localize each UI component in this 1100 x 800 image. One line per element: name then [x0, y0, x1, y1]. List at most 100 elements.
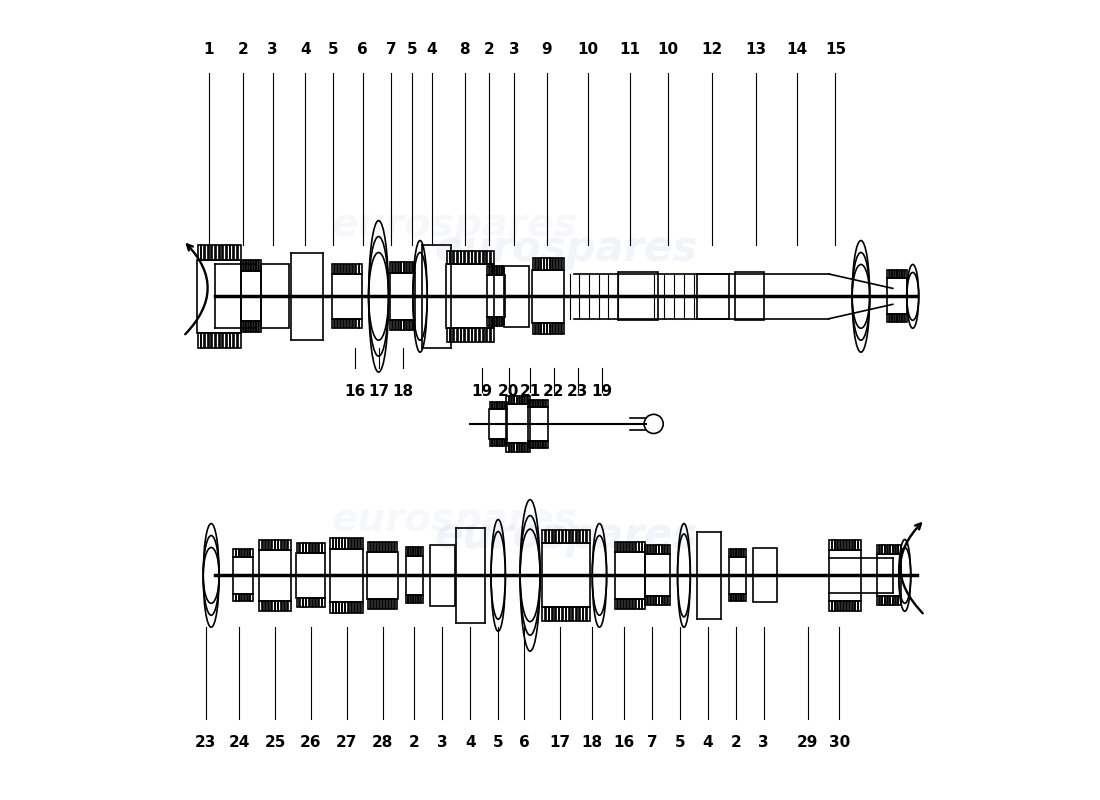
- Bar: [330, 538, 332, 549]
- Bar: [334, 318, 338, 328]
- Bar: [361, 538, 363, 549]
- Bar: [309, 598, 312, 607]
- Text: 3: 3: [267, 42, 278, 57]
- Bar: [506, 443, 508, 452]
- Bar: [258, 322, 261, 332]
- Bar: [620, 599, 624, 610]
- Bar: [833, 601, 835, 611]
- Bar: [389, 542, 392, 552]
- Bar: [383, 542, 385, 552]
- Text: 4: 4: [300, 42, 310, 57]
- Bar: [205, 245, 208, 260]
- Bar: [354, 538, 358, 549]
- Bar: [212, 245, 216, 260]
- Bar: [896, 314, 899, 322]
- Bar: [241, 322, 243, 332]
- Bar: [630, 542, 632, 552]
- Bar: [531, 441, 532, 448]
- Bar: [536, 323, 538, 334]
- Bar: [418, 547, 420, 556]
- Bar: [534, 400, 536, 407]
- Bar: [544, 323, 547, 334]
- Bar: [216, 333, 219, 348]
- Bar: [506, 396, 508, 404]
- Bar: [260, 539, 262, 550]
- Bar: [519, 396, 521, 404]
- Bar: [386, 599, 388, 610]
- Bar: [312, 543, 316, 553]
- Bar: [893, 596, 895, 606]
- Bar: [659, 546, 661, 554]
- Bar: [312, 598, 316, 607]
- Bar: [256, 261, 258, 271]
- Bar: [546, 607, 549, 622]
- Bar: [732, 594, 734, 602]
- Bar: [697, 274, 729, 318]
- Bar: [549, 607, 552, 622]
- Bar: [531, 400, 532, 407]
- Bar: [886, 546, 888, 554]
- Bar: [553, 258, 556, 270]
- Bar: [484, 329, 486, 342]
- Text: 3: 3: [758, 735, 769, 750]
- Bar: [888, 596, 890, 606]
- Bar: [395, 599, 397, 610]
- Bar: [899, 596, 901, 606]
- Bar: [316, 598, 319, 607]
- Bar: [256, 322, 258, 332]
- Bar: [563, 607, 565, 622]
- Bar: [416, 595, 418, 603]
- Bar: [408, 595, 410, 603]
- Bar: [844, 601, 846, 611]
- Bar: [490, 409, 507, 439]
- Bar: [892, 270, 894, 278]
- Text: 24: 24: [229, 735, 250, 750]
- Bar: [358, 538, 360, 549]
- Bar: [515, 396, 517, 404]
- Bar: [490, 266, 492, 275]
- Bar: [887, 314, 889, 322]
- Bar: [216, 245, 219, 260]
- Bar: [322, 598, 324, 607]
- Bar: [562, 323, 564, 334]
- Bar: [566, 607, 569, 622]
- Bar: [499, 266, 502, 275]
- Bar: [615, 599, 617, 610]
- Bar: [300, 598, 302, 607]
- Bar: [547, 323, 550, 334]
- Bar: [344, 265, 346, 274]
- Bar: [377, 542, 379, 552]
- Bar: [261, 265, 289, 328]
- Bar: [849, 601, 851, 611]
- Bar: [473, 329, 475, 342]
- Bar: [209, 333, 211, 348]
- Bar: [332, 318, 334, 328]
- Bar: [744, 550, 746, 558]
- Bar: [886, 596, 888, 606]
- Bar: [877, 554, 901, 596]
- Bar: [668, 596, 670, 606]
- Text: 4: 4: [465, 735, 475, 750]
- Bar: [556, 607, 559, 622]
- Bar: [634, 599, 636, 610]
- Bar: [338, 265, 340, 274]
- Bar: [541, 258, 543, 270]
- Text: 9: 9: [541, 42, 552, 57]
- Bar: [562, 258, 564, 270]
- Bar: [268, 601, 272, 611]
- Bar: [552, 607, 556, 622]
- Bar: [844, 539, 846, 550]
- Bar: [251, 261, 253, 271]
- Text: 23: 23: [568, 384, 588, 399]
- Bar: [377, 599, 379, 610]
- Bar: [512, 396, 514, 404]
- Bar: [646, 546, 648, 554]
- Bar: [337, 602, 339, 614]
- Bar: [258, 261, 261, 271]
- Bar: [880, 596, 882, 606]
- Bar: [877, 546, 879, 554]
- Bar: [359, 318, 362, 328]
- Text: 21: 21: [519, 384, 541, 399]
- Bar: [546, 530, 549, 543]
- Bar: [374, 542, 376, 552]
